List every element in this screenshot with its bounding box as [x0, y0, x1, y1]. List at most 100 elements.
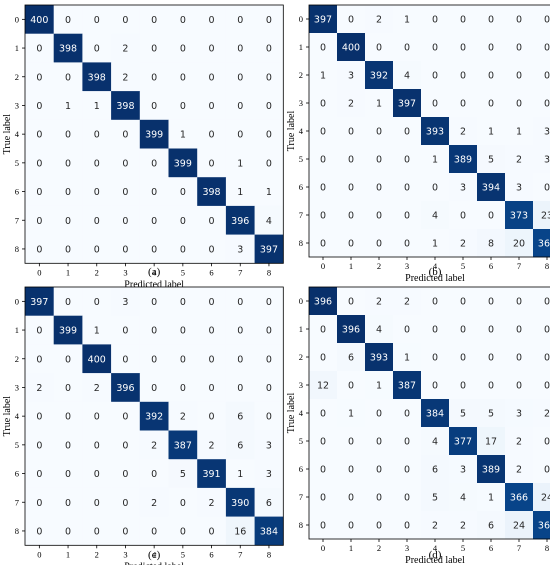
cell-label-2-1-1: 399: [59, 326, 77, 337]
y-tick-label-1-1: 1: [299, 42, 303, 52]
cell-label-0-8-0: 0: [36, 244, 42, 255]
cell-0-7-1: [53, 205, 83, 235]
x-tick-label-2-7: 7: [238, 549, 242, 559]
cell-3-4-3: [393, 399, 422, 428]
cell-0-1-1: [53, 33, 83, 63]
cell-2-4-0: [25, 401, 54, 431]
cell-label-2-2-1: 0: [65, 354, 71, 365]
cell-label-0-0-7: 0: [237, 15, 243, 26]
cell-1-1-6: [477, 33, 506, 62]
cell-label-3-8-5: 2: [460, 521, 466, 532]
cell-3-1-4: [421, 315, 450, 344]
cell-3-6-0: [309, 455, 338, 484]
cell-label-0-5-3: 0: [122, 158, 128, 169]
x-tick-label-0-1: 1: [66, 267, 70, 277]
cell-label-2-2-3: 0: [122, 354, 128, 365]
cell-1-3-1: [337, 89, 366, 118]
cell-3-4-2: [365, 399, 394, 428]
cell-label-3-7-4: 5: [432, 493, 438, 504]
cell-1-5-1: [337, 145, 366, 174]
cell-label-2-0-2: 0: [94, 297, 100, 308]
cell-0-3-2: [82, 91, 112, 121]
cell-label-1-0-8: 0: [544, 15, 550, 26]
cell-label-0-3-0: 0: [36, 101, 42, 112]
cell-3-0-7: [505, 287, 534, 316]
cell-1-2-5: [449, 61, 478, 90]
cell-label-0-8-8: 397: [260, 244, 278, 255]
cell-3-0-5: [449, 287, 478, 316]
cell-2-2-2: [82, 344, 112, 374]
cell-0-7-2: [82, 205, 112, 235]
cell-label-3-4-8: 2: [544, 409, 550, 420]
cell-0-3-5: [168, 91, 198, 121]
cell-label-0-2-7: 0: [237, 72, 243, 83]
x-axis-label-3: Predicted label: [405, 555, 465, 565]
cell-1-0-7: [505, 5, 534, 34]
cell-3-8-4: [421, 511, 450, 540]
cell-label-0-5-0: 0: [36, 158, 42, 169]
cell-label-2-7-0: 0: [36, 498, 42, 509]
cell-label-2-7-4: 2: [151, 498, 157, 509]
cell-label-3-2-7: 0: [516, 353, 522, 364]
cell-label-0-6-4: 0: [151, 187, 157, 198]
cell-label-0-0-1: 0: [65, 15, 71, 26]
cell-label-3-1-0: 0: [320, 325, 326, 336]
cell-label-0-3-2: 1: [94, 101, 100, 112]
cell-label-1-2-4: 0: [432, 71, 438, 82]
cell-label-3-6-5: 3: [460, 465, 466, 476]
cell-0-5-5: [168, 148, 198, 178]
cell-3-3-8: [533, 371, 550, 400]
cell-label-1-8-8: 369: [538, 239, 550, 250]
cell-label-1-5-0: 0: [320, 155, 326, 166]
cell-2-1-3: [111, 315, 141, 345]
cell-label-0-4-3: 0: [122, 130, 128, 141]
cell-label-3-1-8: 0: [544, 325, 550, 336]
y-tick-label-2-1: 1: [15, 325, 19, 335]
cell-1-1-5: [449, 33, 478, 62]
cell-label-3-7-1: 0: [348, 493, 354, 504]
cell-0-1-4: [139, 33, 169, 63]
cell-label-1-4-7: 1: [516, 127, 522, 138]
cell-label-1-5-1: 0: [348, 155, 354, 166]
cell-0-8-3: [111, 234, 141, 264]
cell-label-1-8-1: 0: [348, 239, 354, 250]
cell-3-8-2: [365, 511, 394, 540]
cell-0-0-2: [82, 5, 112, 34]
cell-1-7-7: [505, 201, 534, 230]
cell-label-1-1-6: 0: [488, 43, 494, 54]
cell-2-1-1: [53, 315, 83, 345]
cell-label-3-4-3: 0: [404, 409, 410, 420]
cell-2-8-3: [111, 516, 141, 546]
cell-0-1-2: [82, 33, 112, 63]
cell-1-1-7: [505, 33, 534, 62]
cell-0-4-4: [139, 119, 169, 149]
x-tick-label-1-8: 8: [545, 261, 549, 271]
cell-2-7-5: [168, 487, 198, 517]
cell-1-6-0: [309, 173, 338, 202]
cell-3-3-1: [337, 371, 366, 400]
cell-label-0-5-6: 0: [209, 158, 215, 169]
cell-2-0-4: [139, 287, 169, 316]
cell-label-0-7-3: 0: [122, 216, 128, 227]
cell-2-5-8: [254, 430, 284, 460]
cell-2-2-5: [168, 344, 198, 374]
x-tick-label-1-4: 4: [433, 261, 438, 271]
x-tick-label-0-5: 5: [181, 267, 185, 277]
cell-label-2-5-1: 0: [65, 440, 71, 451]
cell-3-6-7: [505, 455, 534, 484]
cell-0-6-6: [197, 177, 227, 207]
cell-1-0-5: [449, 5, 478, 34]
cell-label-1-6-4: 0: [432, 183, 438, 194]
cell-2-6-4: [139, 459, 169, 489]
cell-1-1-0: [309, 33, 338, 62]
cell-label-1-8-0: 0: [320, 239, 326, 250]
cell-label-1-1-4: 0: [432, 43, 438, 54]
cell-3-0-6: [477, 287, 506, 316]
y-tick-label-2-7: 7: [15, 497, 19, 507]
x-tick-label-1-0: 0: [321, 261, 325, 271]
cell-3-5-5: [449, 427, 478, 456]
cell-3-3-4: [421, 371, 450, 400]
x-tick-label-0-6: 6: [209, 267, 213, 277]
cell-2-4-1: [53, 401, 83, 431]
cell-label-3-2-8: 0: [544, 353, 550, 364]
